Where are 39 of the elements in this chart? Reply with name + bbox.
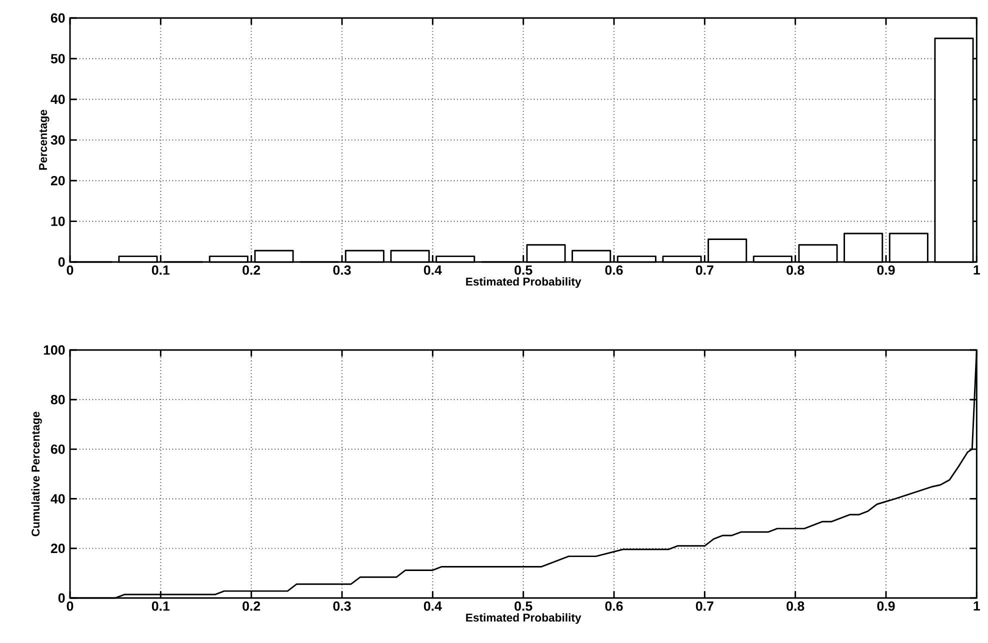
y-tick-label: 10 [51, 216, 65, 226]
x-tick-label: 0.7 [696, 602, 714, 611]
x-tick-label: 0.9 [877, 266, 895, 275]
y-tick-label: 20 [50, 176, 65, 186]
y-tick-label: 20 [50, 544, 65, 554]
x-tick-label: 0.9 [877, 602, 895, 611]
y-tick-label: 60 [50, 444, 65, 454]
x-tick-label: 1 [974, 602, 980, 611]
y-axis-title: Percentage [39, 110, 50, 170]
x-tick-label: 0.8 [786, 266, 804, 275]
x-tick-label: 0.5 [514, 266, 532, 275]
x-tick-label: 0.8 [786, 602, 804, 611]
x-tick-label: 0.3 [333, 602, 351, 611]
y-tick-label: 80 [50, 395, 65, 404]
y-tick-label: 100 [44, 345, 65, 355]
y-axis-title: Cumulative Percentage [31, 412, 42, 536]
x-tick-label: 0.3 [333, 266, 351, 275]
x-tick-label: 0.4 [424, 602, 442, 611]
x-tick-label: 0.7 [696, 266, 714, 275]
x-tick-label: 0.6 [605, 266, 623, 275]
x-tick-label: 0.1 [152, 266, 170, 275]
x-axis-title: Estimated Probability [466, 613, 582, 624]
x-tick-label: 0.1 [152, 602, 170, 611]
y-tick-label: 0 [58, 593, 65, 603]
x-tick-label: 0.5 [514, 602, 532, 611]
y-tick-label: 40 [50, 94, 65, 104]
x-tick-label: 0.6 [605, 602, 623, 611]
y-tick-label: 30 [50, 135, 65, 145]
x-tick-label: 0 [66, 602, 74, 611]
y-tick-label: 50 [50, 54, 65, 64]
x-tick-label: 0 [66, 266, 74, 275]
y-tick-label: 40 [50, 494, 65, 504]
x-tick-label: 0.2 [242, 602, 260, 611]
x-tick-label: 0.2 [242, 266, 260, 275]
y-tick-label: 60 [50, 13, 65, 23]
x-axis-title: Estimated Probability [466, 277, 582, 288]
x-tick-label: 0.4 [424, 266, 442, 275]
x-tick-label: 1 [974, 266, 980, 275]
y-tick-label: 0 [58, 257, 65, 267]
